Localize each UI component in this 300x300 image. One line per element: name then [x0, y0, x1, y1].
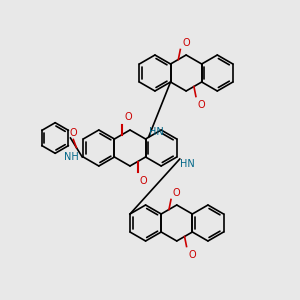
Text: O: O: [198, 100, 206, 110]
Text: NH: NH: [64, 152, 79, 162]
Text: O: O: [70, 128, 77, 137]
Text: O: O: [140, 176, 147, 185]
Text: O: O: [124, 112, 132, 122]
Text: O: O: [173, 188, 181, 199]
Text: O: O: [189, 250, 196, 260]
Text: O: O: [182, 38, 190, 49]
Text: HN: HN: [148, 127, 163, 137]
Text: HN: HN: [180, 159, 194, 169]
